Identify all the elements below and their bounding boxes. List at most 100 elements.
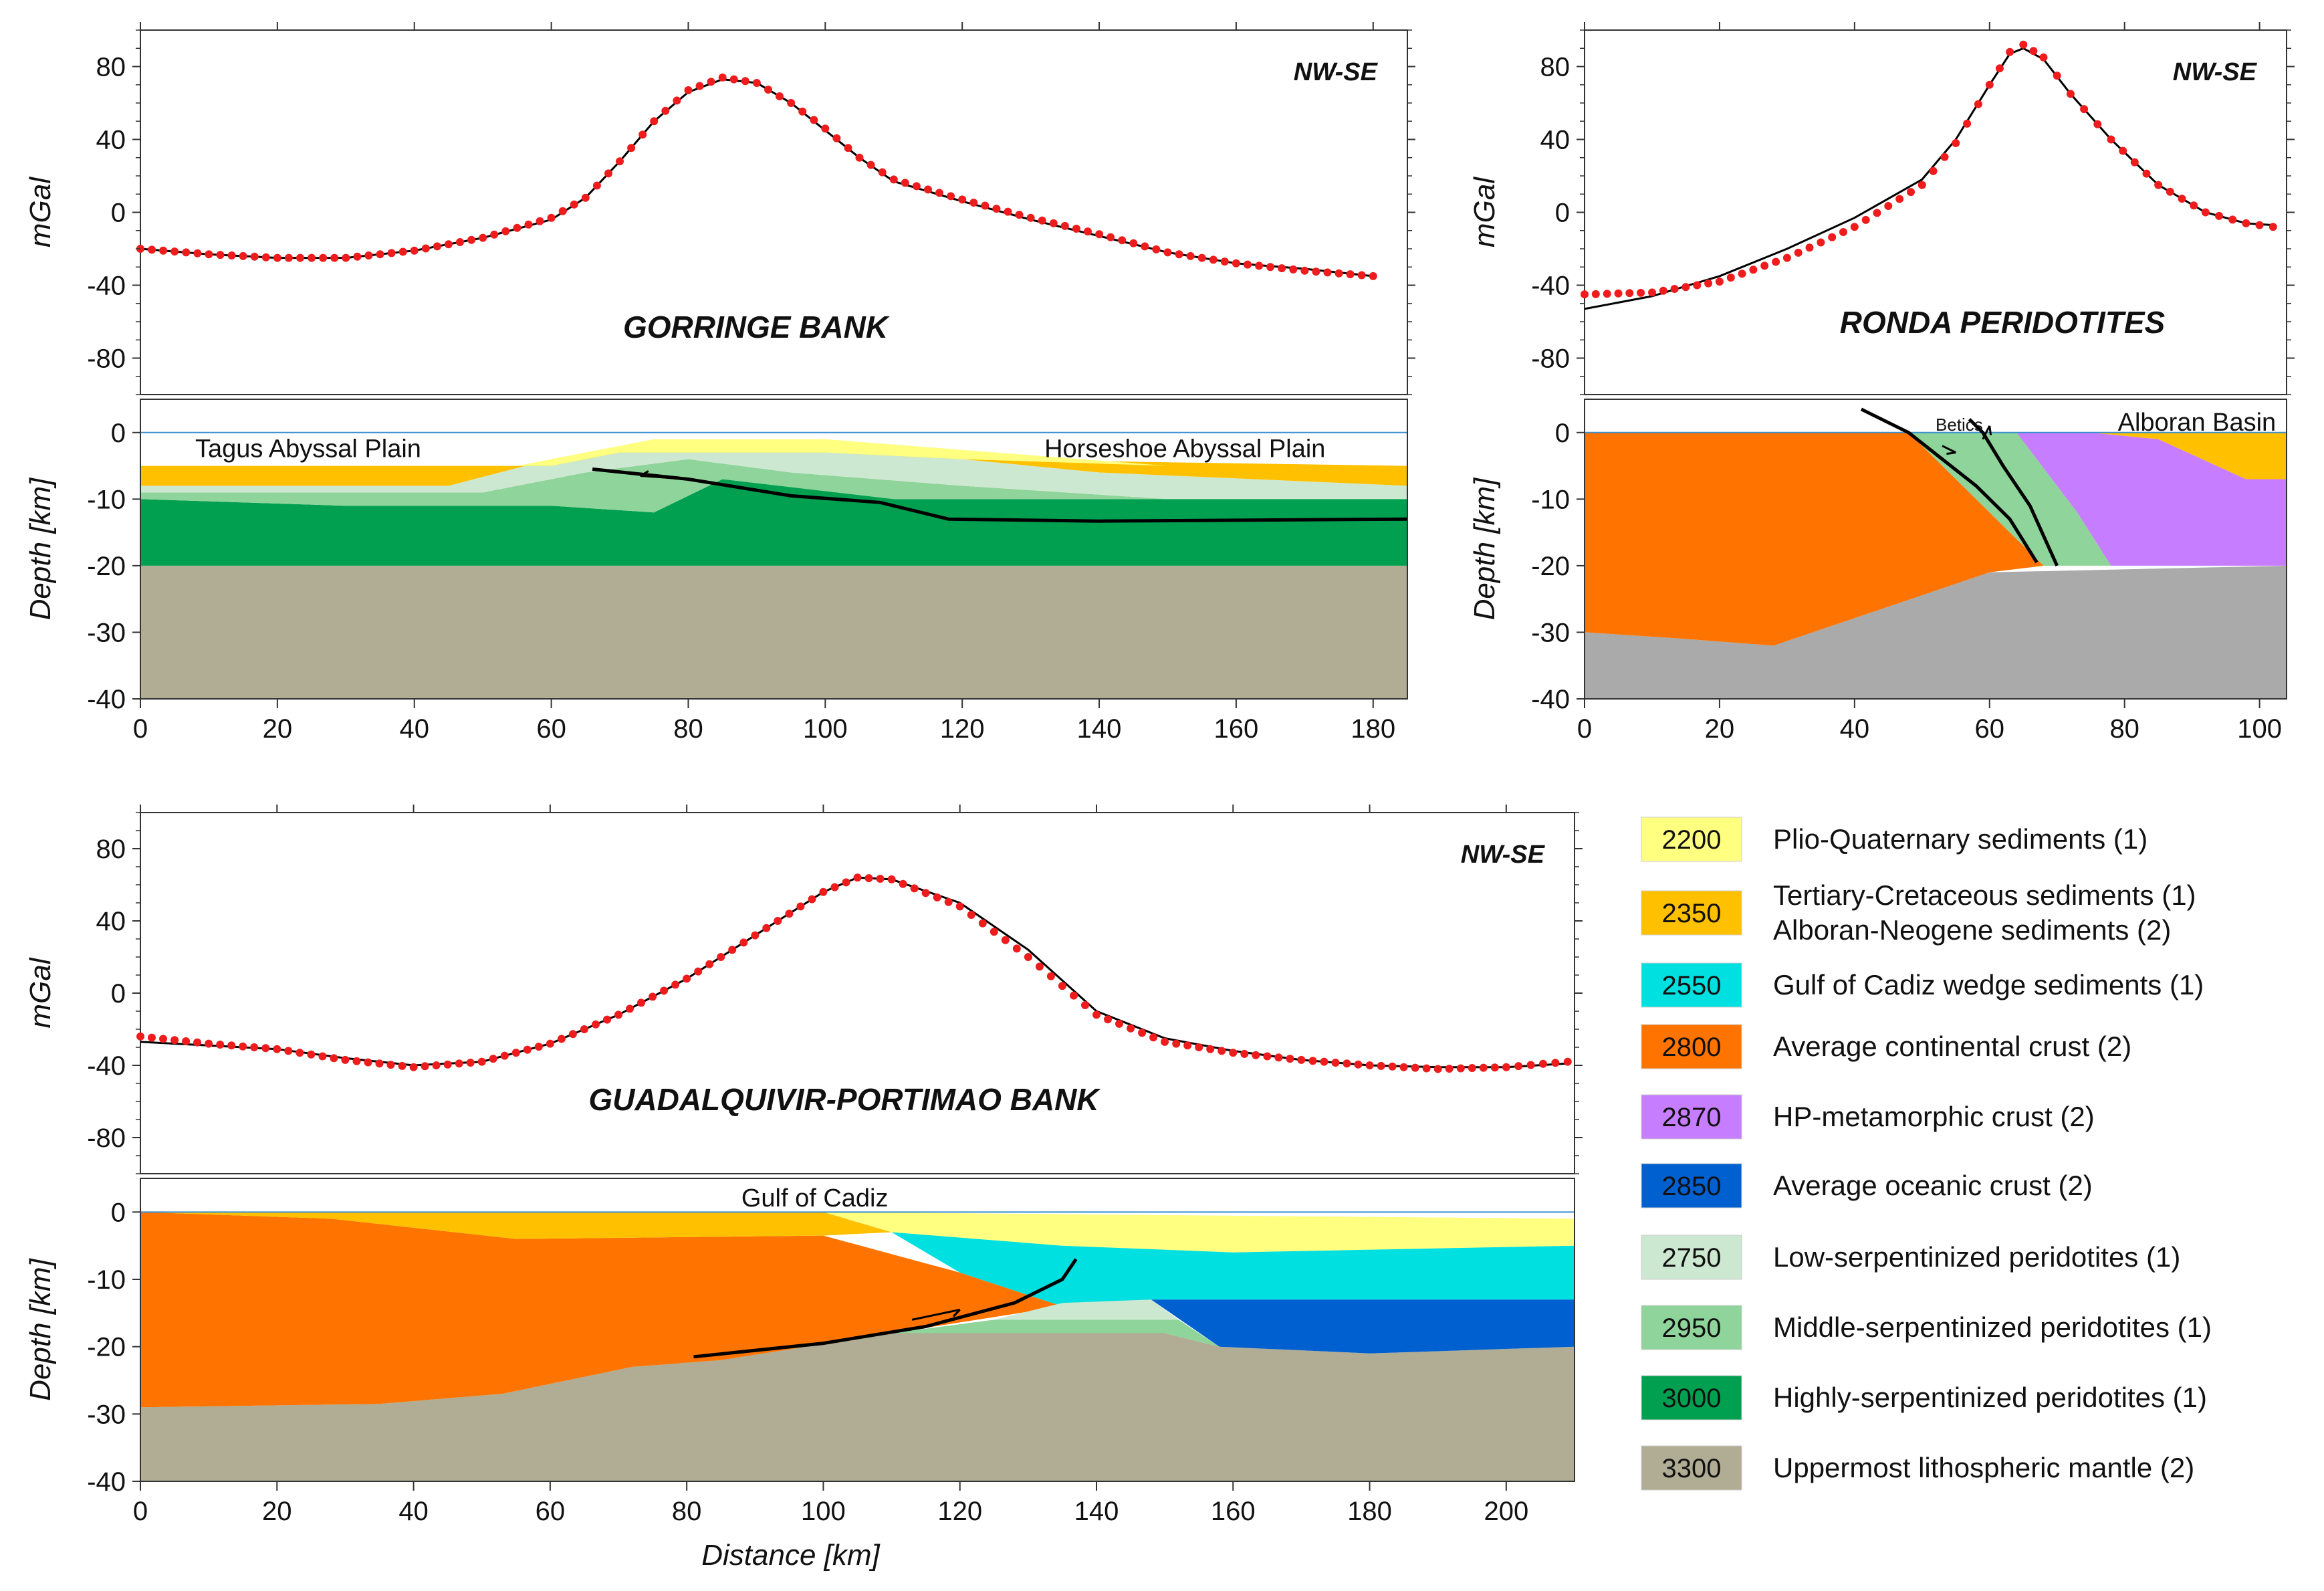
observed-point: [910, 884, 919, 893]
observed-point: [1331, 1059, 1340, 1067]
observed-point: [1217, 1047, 1226, 1055]
observed-point: [855, 153, 864, 162]
observed-point: [1255, 261, 1264, 270]
observed-point: [1232, 259, 1240, 268]
fault-line: [1968, 418, 2059, 566]
observed-point: [990, 928, 998, 936]
body-2750: [140, 442, 1407, 500]
legend-item: 2800 Average continental crust (2): [1641, 1024, 2131, 1069]
section-ylabel: Depth [km]: [1468, 477, 1501, 621]
observed-point: [409, 1063, 418, 1071]
section-ytick-label: -30: [1531, 618, 1570, 647]
section-ytick-label: -40: [87, 1467, 126, 1497]
observed-point: [490, 230, 499, 239]
observed-point: [637, 998, 645, 1007]
section-label: Horseshoe Abyssal Plain: [1044, 435, 1325, 463]
observed-point: [1118, 236, 1127, 245]
observed-point: [250, 252, 259, 261]
observed-point: [193, 1038, 202, 1047]
observed-point: [534, 1043, 543, 1051]
observed-point: [387, 249, 396, 257]
observed-point: [2142, 169, 2151, 178]
section-xtick-label: 60: [536, 1497, 566, 1526]
observed-point: [1468, 1064, 1476, 1072]
observed-point: [981, 201, 990, 210]
observed-point: [921, 889, 930, 897]
observed-point: [1603, 290, 1611, 298]
section-xtick-label: 80: [672, 1497, 702, 1526]
fault-arrow-head: [952, 1309, 961, 1317]
observed-point: [2255, 221, 2264, 229]
observed-point: [1354, 1060, 1363, 1069]
body-3300: [140, 1333, 1575, 1481]
observed-point: [1346, 270, 1355, 279]
observed-point: [1266, 263, 1275, 272]
body-3300: [1585, 565, 2287, 699]
gravity-ytick-label: -80: [87, 1124, 126, 1153]
fault-arrow-head: [1988, 425, 1992, 435]
observed-point: [876, 875, 885, 883]
direction-label: NW-SE: [1294, 58, 1379, 86]
observed-point: [284, 253, 293, 262]
observed-point: [1490, 1063, 1499, 1072]
observed-point: [1060, 221, 1069, 230]
body-2800: [1585, 432, 2044, 646]
observed-point: [683, 974, 691, 983]
fault-line: [693, 1258, 1078, 1359]
observed-point: [193, 249, 202, 257]
observed-point: [536, 217, 544, 225]
observed-point: [878, 168, 887, 177]
section-xtick-label: 20: [1705, 714, 1735, 744]
observed-point: [1670, 285, 1679, 293]
observed-point: [227, 1041, 236, 1050]
observed-point: [421, 1062, 429, 1071]
observed-point: [969, 199, 978, 207]
observed-point: [1369, 272, 1377, 280]
gravity-ytick-label: -80: [87, 344, 126, 374]
section-xtick-label: 160: [1214, 714, 1259, 744]
observed-point: [1161, 1037, 1169, 1046]
section-xtick-label: 60: [536, 714, 566, 744]
observed-point: [2006, 47, 2014, 56]
observed-point: [2093, 120, 2102, 128]
legend-density: 2850: [1662, 1172, 1722, 1201]
observed-point: [1614, 289, 1623, 298]
observed-point: [581, 193, 590, 202]
observed-point: [660, 986, 669, 995]
section-ytick-label: 0: [111, 419, 126, 448]
observed-point: [296, 253, 304, 262]
observed-point: [1183, 1041, 1192, 1050]
observed-point: [558, 207, 567, 215]
observed-point: [661, 106, 670, 115]
section-xtick-label: 80: [673, 714, 703, 744]
gravity-ytick-label: 40: [96, 907, 126, 936]
section-ytick-label: -40: [87, 685, 126, 714]
observed-point: [1229, 1049, 1238, 1057]
gravity-ytick-label: -40: [1531, 272, 1570, 301]
observed-point: [764, 86, 772, 94]
observed-point: [695, 82, 704, 90]
legend-swatch: [1641, 1445, 1742, 1491]
gravity-ytick-label: -80: [1531, 344, 1570, 374]
gravity-ytick-label: 40: [1540, 126, 1571, 155]
observed-point: [889, 175, 898, 184]
legend-swatch: [1641, 1094, 1742, 1140]
section-xlabel: Distance [km]: [701, 1539, 881, 1572]
observed-point: [1760, 261, 1769, 270]
observed-point: [1365, 1061, 1374, 1069]
observed-point: [649, 992, 657, 1001]
observed-point: [707, 78, 715, 86]
observed-point: [864, 874, 873, 883]
observed-point: [638, 130, 647, 139]
section-xtick-label: 100: [801, 1497, 846, 1526]
observed-point: [1659, 286, 1667, 295]
observed-point: [205, 250, 213, 259]
observed-point: [1895, 195, 1904, 203]
gravity-frame: [140, 812, 1575, 1174]
observed-point: [1197, 253, 1206, 262]
observed-point: [296, 1049, 304, 1057]
observed-point: [1940, 152, 1949, 161]
observed-point: [844, 144, 852, 152]
observed-point: [1252, 1051, 1260, 1059]
